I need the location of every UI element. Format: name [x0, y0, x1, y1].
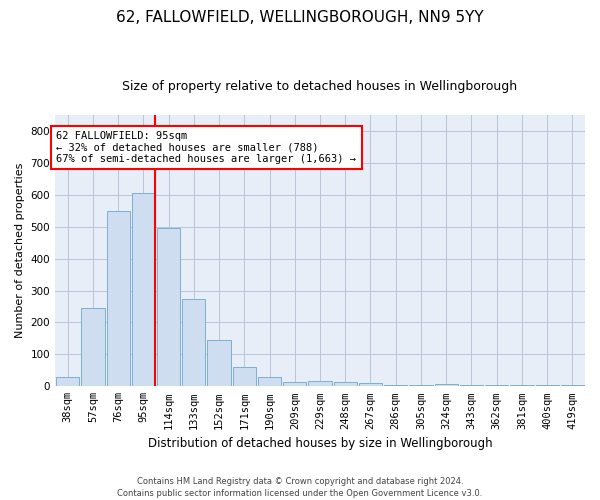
- Bar: [359, 383, 382, 386]
- Text: 62, FALLOWFIELD, WELLINGBOROUGH, NN9 5YY: 62, FALLOWFIELD, WELLINGBOROUGH, NN9 5YY: [116, 10, 484, 25]
- Bar: [81, 308, 104, 386]
- Y-axis label: Number of detached properties: Number of detached properties: [15, 163, 25, 338]
- Bar: [258, 378, 281, 386]
- Bar: [182, 298, 205, 386]
- Bar: [511, 384, 533, 386]
- Text: Contains HM Land Registry data © Crown copyright and database right 2024.
Contai: Contains HM Land Registry data © Crown c…: [118, 476, 482, 498]
- Bar: [308, 380, 332, 386]
- Text: 62 FALLOWFIELD: 95sqm
← 32% of detached houses are smaller (788)
67% of semi-det: 62 FALLOWFIELD: 95sqm ← 32% of detached …: [56, 131, 356, 164]
- Bar: [132, 193, 155, 386]
- Bar: [157, 228, 180, 386]
- Title: Size of property relative to detached houses in Wellingborough: Size of property relative to detached ho…: [122, 80, 518, 93]
- Bar: [409, 385, 433, 386]
- Bar: [283, 382, 307, 386]
- Bar: [233, 366, 256, 386]
- X-axis label: Distribution of detached houses by size in Wellingborough: Distribution of detached houses by size …: [148, 437, 493, 450]
- Bar: [107, 212, 130, 386]
- Bar: [434, 384, 458, 386]
- Bar: [384, 384, 407, 386]
- Bar: [334, 382, 357, 386]
- Bar: [460, 384, 483, 386]
- Bar: [56, 376, 79, 386]
- Bar: [208, 340, 230, 386]
